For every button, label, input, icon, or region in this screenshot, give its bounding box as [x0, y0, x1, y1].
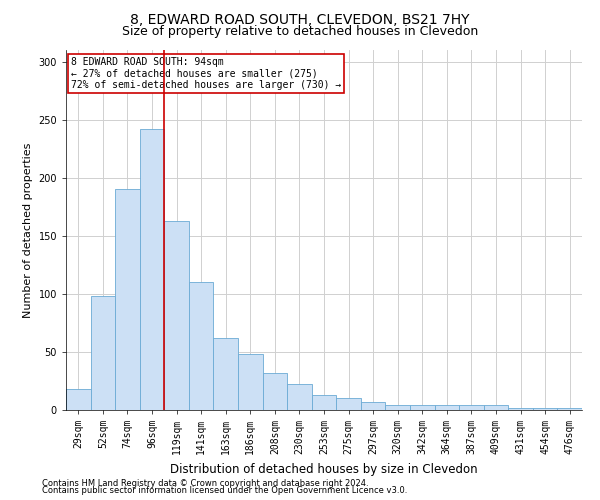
Bar: [533, 408, 557, 410]
Text: 8, EDWARD ROAD SOUTH, CLEVEDON, BS21 7HY: 8, EDWARD ROAD SOUTH, CLEVEDON, BS21 7HY: [130, 12, 470, 26]
Bar: [312, 395, 336, 410]
Bar: [91, 296, 115, 410]
Bar: [115, 190, 140, 410]
Bar: [434, 406, 459, 410]
X-axis label: Distribution of detached houses by size in Clevedon: Distribution of detached houses by size …: [170, 462, 478, 475]
Bar: [189, 282, 214, 410]
Y-axis label: Number of detached properties: Number of detached properties: [23, 142, 33, 318]
Bar: [361, 402, 385, 410]
Bar: [164, 220, 189, 410]
Bar: [140, 129, 164, 410]
Bar: [385, 406, 410, 410]
Bar: [66, 389, 91, 410]
Bar: [459, 406, 484, 410]
Bar: [484, 406, 508, 410]
Bar: [287, 384, 312, 410]
Bar: [410, 406, 434, 410]
Text: Contains public sector information licensed under the Open Government Licence v3: Contains public sector information licen…: [42, 486, 407, 495]
Bar: [214, 338, 238, 410]
Bar: [557, 408, 582, 410]
Bar: [508, 408, 533, 410]
Text: 8 EDWARD ROAD SOUTH: 94sqm
← 27% of detached houses are smaller (275)
72% of sem: 8 EDWARD ROAD SOUTH: 94sqm ← 27% of deta…: [71, 57, 341, 90]
Bar: [263, 373, 287, 410]
Bar: [336, 398, 361, 410]
Text: Contains HM Land Registry data © Crown copyright and database right 2024.: Contains HM Land Registry data © Crown c…: [42, 478, 368, 488]
Text: Size of property relative to detached houses in Clevedon: Size of property relative to detached ho…: [122, 25, 478, 38]
Bar: [238, 354, 263, 410]
